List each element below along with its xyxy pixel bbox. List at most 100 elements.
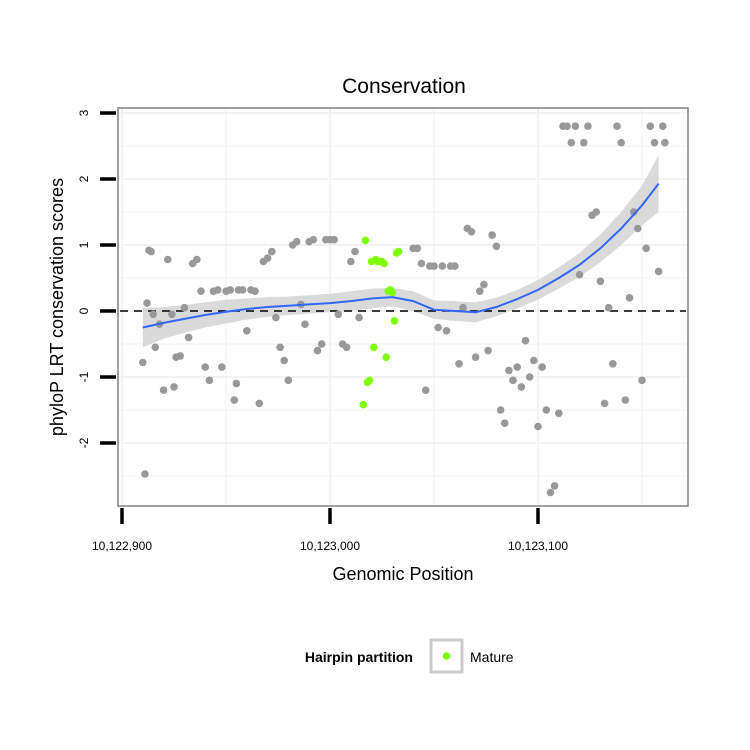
data-point bbox=[430, 262, 438, 270]
data-point bbox=[567, 138, 576, 147]
legend-marker-mature bbox=[442, 652, 451, 660]
data-point bbox=[492, 242, 501, 251]
data-point bbox=[184, 333, 193, 342]
data-point bbox=[230, 396, 239, 404]
y-tick-label: -1 bbox=[77, 371, 91, 382]
data-point-mature bbox=[388, 288, 397, 297]
data-point-mature bbox=[369, 343, 378, 352]
data-point bbox=[284, 376, 293, 385]
data-point bbox=[205, 376, 214, 385]
data-point bbox=[309, 235, 318, 244]
x-axis: 10,122,900 10,123,000 10,123,100 bbox=[92, 508, 568, 553]
data-point bbox=[417, 259, 426, 268]
panel-border bbox=[117, 107, 689, 507]
data-point bbox=[255, 399, 264, 408]
y-tick-label: -2 bbox=[77, 437, 91, 448]
data-point bbox=[509, 376, 517, 385]
data-point bbox=[480, 280, 488, 289]
data-point bbox=[351, 247, 359, 256]
data-point bbox=[342, 343, 351, 352]
x-tick-label: 10,122,900 bbox=[92, 539, 152, 553]
background-points bbox=[139, 122, 669, 497]
data-point bbox=[500, 419, 509, 428]
data-point bbox=[232, 379, 241, 388]
data-point bbox=[625, 294, 634, 302]
confidence-band bbox=[142, 155, 659, 348]
data-point bbox=[141, 470, 149, 478]
x-axis-title: Genomic Position bbox=[332, 564, 473, 584]
legend: Hairpin partition Mature bbox=[305, 638, 514, 674]
data-point bbox=[604, 303, 613, 312]
data-point bbox=[505, 366, 513, 375]
data-point bbox=[280, 356, 289, 365]
data-point bbox=[555, 409, 563, 418]
data-point bbox=[151, 343, 160, 352]
data-point bbox=[313, 346, 322, 355]
data-point bbox=[180, 303, 189, 312]
data-point-mature bbox=[382, 353, 391, 362]
data-point bbox=[159, 386, 168, 395]
y-axis: -2 -1 0 1 2 3 bbox=[77, 109, 116, 448]
data-point bbox=[530, 356, 538, 365]
data-point bbox=[580, 138, 588, 147]
data-point bbox=[451, 262, 459, 270]
data-point bbox=[659, 122, 667, 130]
data-point bbox=[355, 313, 363, 322]
y-axis-title: phyloP LRT conservation scores bbox=[47, 178, 67, 436]
grid-lines bbox=[118, 108, 688, 506]
data-point bbox=[149, 310, 157, 319]
data-point bbox=[642, 244, 650, 253]
data-point-mature bbox=[390, 317, 399, 325]
data-point bbox=[646, 122, 655, 130]
data-point bbox=[546, 488, 555, 497]
legend-label-mature: Mature bbox=[470, 649, 514, 665]
plot-panel bbox=[117, 107, 689, 507]
data-point bbox=[197, 287, 205, 296]
data-point bbox=[193, 255, 201, 264]
data-point bbox=[272, 313, 280, 322]
data-point bbox=[201, 363, 209, 371]
data-point bbox=[596, 277, 605, 286]
data-point-mature bbox=[394, 247, 403, 256]
data-point bbox=[584, 122, 592, 130]
data-point bbox=[139, 358, 147, 367]
data-point bbox=[147, 247, 155, 256]
data-point bbox=[661, 138, 669, 147]
data-point bbox=[634, 224, 642, 233]
data-point bbox=[575, 270, 584, 279]
data-point bbox=[654, 267, 663, 276]
data-point bbox=[650, 138, 659, 147]
y-tick-label: 2 bbox=[77, 175, 91, 182]
mature-points bbox=[359, 236, 403, 409]
data-point bbox=[413, 244, 422, 253]
data-point bbox=[330, 235, 339, 244]
data-point bbox=[609, 360, 617, 368]
data-point-mature bbox=[380, 259, 388, 268]
legend-title: Hairpin partition bbox=[305, 649, 413, 665]
data-point bbox=[467, 228, 476, 236]
data-point bbox=[164, 255, 172, 264]
data-point bbox=[521, 336, 530, 345]
data-point bbox=[143, 299, 151, 307]
data-point bbox=[292, 237, 301, 246]
data-point bbox=[251, 287, 259, 296]
data-point-mature bbox=[361, 236, 370, 245]
data-point bbox=[213, 286, 222, 294]
chart-title: Conservation bbox=[342, 75, 466, 98]
y-tick-label: 0 bbox=[77, 307, 91, 314]
data-point bbox=[638, 376, 646, 385]
data-point bbox=[268, 247, 276, 256]
data-point bbox=[176, 352, 184, 360]
data-point bbox=[170, 383, 178, 391]
data-point bbox=[334, 310, 343, 319]
data-point bbox=[243, 327, 251, 335]
data-point bbox=[617, 138, 625, 147]
x-tick-label: 10,123,100 bbox=[508, 539, 568, 553]
smooth-trend-line bbox=[142, 182, 660, 329]
data-point bbox=[525, 373, 534, 381]
data-point bbox=[301, 320, 309, 329]
data-point bbox=[226, 286, 234, 294]
y-tick-label: 3 bbox=[77, 109, 91, 116]
data-point bbox=[434, 323, 443, 332]
data-point bbox=[550, 482, 559, 490]
